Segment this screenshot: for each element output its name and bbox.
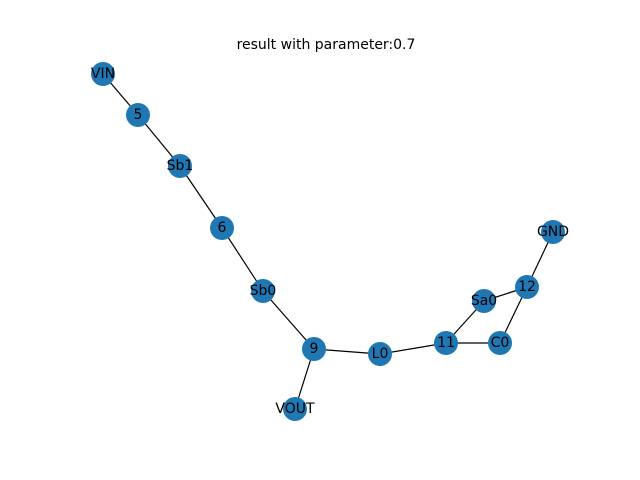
node-Sa0: Sa0 [471,289,497,313]
node-GND: GND [537,220,569,244]
node-circle-Sa0 [472,289,496,313]
node-circle-6 [210,216,234,240]
node-11: 11 [434,331,458,355]
node-VIN: VIN [91,62,115,86]
node-C0: C0 [488,331,512,355]
node-label-5: 5 [134,107,143,123]
node-circle-Sb1 [168,154,192,178]
node-label-Sa0: Sa0 [471,293,497,309]
node-circle-VOUT [283,397,307,421]
node-label-L0: L0 [372,346,389,362]
node-circle-C0 [488,331,512,355]
node-label-12: 12 [518,279,536,295]
nodes-layer: VIN 5 Sb1 6 Sb0 9 VOUT L0 11 C0 Sa0 12 GND [91,62,569,421]
node-9: 9 [302,337,326,361]
node-label-VOUT: VOUT [275,401,315,417]
node-label-11: 11 [437,335,455,351]
node-label-Sb1: Sb1 [167,158,194,174]
node-12: 12 [515,275,539,299]
node-label-9: 9 [310,341,319,357]
node-circle-12 [515,275,539,299]
node-Sb0: Sb0 [250,279,277,303]
node-label-C0: C0 [491,335,510,351]
node-circle-9 [302,337,326,361]
node-circle-5 [126,103,150,127]
figure-title: result with parameter:0.7 [237,37,416,53]
node-label-6: 6 [218,220,227,236]
node-circle-VIN [91,62,115,86]
node-label-GND: GND [537,224,569,240]
edge-Sb1-6 [179,165,223,229]
node-circle-GND [541,220,565,244]
node-5: 5 [126,103,150,127]
node-L0: L0 [368,342,392,366]
node-circle-Sb0 [251,279,275,303]
node-label-VIN: VIN [91,66,115,82]
node-Sb1: Sb1 [167,154,194,178]
edge-6-Sb0 [221,227,264,292]
node-VOUT: VOUT [275,397,315,421]
edge-Sb0-9 [262,290,315,350]
node-6: 6 [210,216,234,240]
node-label-Sb0: Sb0 [250,283,277,299]
node-circle-L0 [368,342,392,366]
node-circle-11 [434,331,458,355]
